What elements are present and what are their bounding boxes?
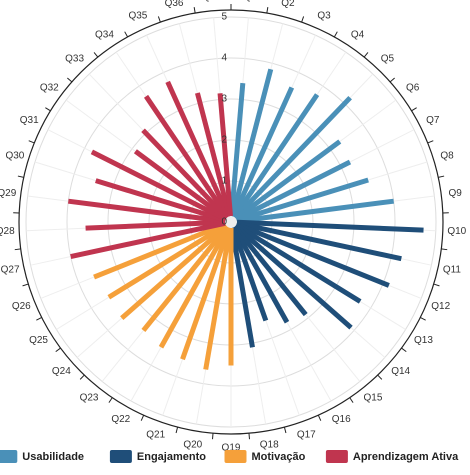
- r-tick-label: 5: [221, 12, 227, 23]
- outer-tick: [94, 52, 98, 57]
- legend-swatch: [0, 450, 17, 463]
- category-label: Q22: [111, 414, 130, 425]
- category-label: Q20: [183, 439, 202, 450]
- legend-swatch: [225, 450, 247, 463]
- outer-tick: [267, 7, 268, 13]
- category-label: Q32: [40, 82, 59, 93]
- outer-tick: [56, 348, 61, 352]
- category-label: Q13: [414, 335, 433, 346]
- outer-tick: [109, 398, 112, 403]
- category-label: Q34: [95, 29, 114, 40]
- r-tick-label: 1: [221, 176, 227, 187]
- category-label: Q15: [364, 392, 383, 403]
- r-tick-label: 2: [221, 135, 227, 146]
- outer-tick: [302, 16, 304, 22]
- category-label: Q17: [297, 430, 316, 441]
- category-label: Q26: [12, 301, 31, 312]
- category-label: Q4: [351, 29, 365, 40]
- r-tick-label: 3: [221, 94, 227, 105]
- category-label: Q6: [406, 82, 420, 93]
- outer-tick: [194, 7, 195, 13]
- r-tick-label: 0: [221, 217, 227, 228]
- outer-tick: [390, 78, 395, 82]
- outer-tick: [29, 141, 35, 143]
- outer-tick: [364, 52, 368, 57]
- outer-tick: [36, 317, 41, 320]
- legend-text: Usabilidade: [22, 451, 84, 463]
- legend-text: Engajamento: [137, 451, 206, 463]
- outer-tick: [284, 427, 286, 433]
- category-label: Q16: [332, 414, 351, 425]
- outer-tick: [67, 78, 72, 82]
- category-label: Q12: [431, 301, 450, 312]
- outer-tick: [318, 415, 320, 420]
- category-label: Q25: [29, 335, 48, 346]
- outer-tick: [23, 284, 29, 286]
- legend-text: Motivação: [252, 451, 306, 463]
- category-label: Q18: [260, 439, 279, 450]
- category-label: Q5: [381, 53, 395, 64]
- outer-tick: [141, 415, 143, 420]
- category-label: Q14: [391, 366, 410, 377]
- outer-tick: [441, 249, 447, 250]
- category-label: Q9: [448, 188, 462, 199]
- category-label: Q3: [317, 11, 331, 22]
- outer-tick: [125, 32, 128, 37]
- outer-tick: [350, 398, 353, 403]
- category-label: Q28: [0, 226, 15, 237]
- category-label: Q23: [80, 392, 99, 403]
- outer-tick: [80, 375, 84, 379]
- legend-swatch: [110, 450, 132, 463]
- category-label: Q29: [0, 188, 17, 199]
- outer-tick: [158, 16, 160, 22]
- category-label: Q27: [1, 264, 20, 275]
- outer-tick: [213, 433, 214, 439]
- outer-tick: [45, 108, 50, 111]
- outer-tick: [420, 317, 425, 320]
- category-label: Q31: [20, 115, 39, 126]
- outer-tick: [401, 348, 406, 352]
- category-label: Q21: [146, 430, 165, 441]
- outer-tick: [434, 284, 440, 286]
- outer-tick: [18, 176, 24, 177]
- category-label: Q10: [447, 226, 466, 237]
- category-label: Q35: [128, 11, 147, 22]
- category-label: Q11: [443, 264, 462, 275]
- outer-tick: [249, 433, 250, 439]
- category-label: Q30: [5, 150, 24, 161]
- outer-tick: [412, 108, 417, 111]
- bar: [143, 130, 227, 217]
- category-label: Q1: [243, 0, 257, 2]
- legend-swatch: [326, 450, 348, 463]
- r-tick-label: 4: [221, 53, 227, 64]
- outer-tick: [428, 141, 434, 143]
- legend-text: Aprendizagem Ativa: [353, 451, 459, 463]
- outer-tick: [438, 176, 444, 177]
- outer-tick: [378, 375, 382, 379]
- category-label: Q2: [281, 0, 295, 9]
- category-label: Q8: [440, 150, 454, 161]
- outer-tick: [15, 249, 21, 250]
- outer-tick: [176, 427, 178, 433]
- outer-tick: [334, 32, 337, 37]
- category-label: Q24: [52, 366, 71, 377]
- category-label: Q33: [65, 53, 84, 64]
- category-label: Q36: [165, 0, 184, 9]
- category-label: Q7: [426, 115, 440, 126]
- category-label: Q37: [202, 0, 221, 2]
